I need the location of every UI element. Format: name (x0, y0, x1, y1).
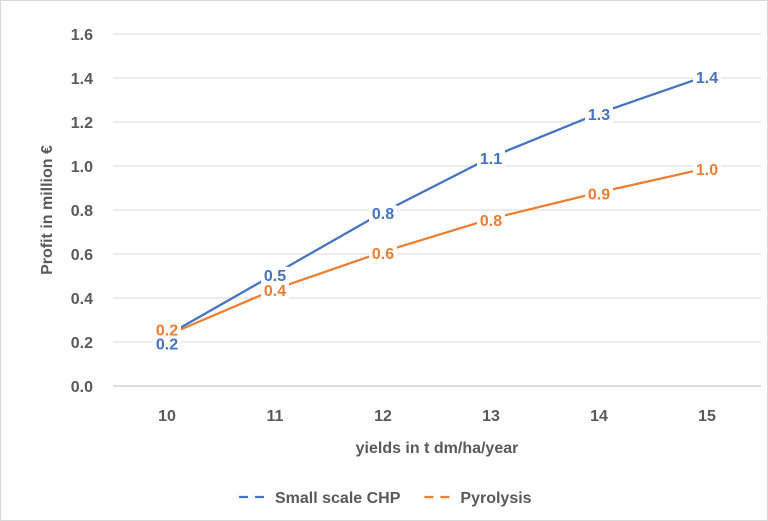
y-tick-label: 0.8 (71, 203, 93, 220)
x-axis-title: yields in t dm/ha/year (356, 440, 519, 457)
y-tick-label: 1.6 (71, 27, 93, 44)
data-label: 0.6 (372, 246, 394, 263)
data-label-bg (477, 150, 505, 168)
y-tick-label: 0.0 (71, 379, 93, 396)
data-label: 0.8 (480, 213, 502, 230)
y-tick-label: 1.4 (71, 71, 93, 88)
data-label: 0.2 (156, 336, 178, 353)
legend-label-1: Small scale CHP (275, 490, 401, 507)
data-label-bg (369, 244, 397, 262)
y-tick-label: 0.4 (71, 291, 93, 308)
data-label-bg (585, 106, 613, 124)
data-label-bg (693, 68, 721, 86)
y-tick-label: 0.6 (71, 247, 93, 264)
x-tick-label: 14 (590, 408, 608, 425)
data-label: 0.9 (588, 186, 610, 203)
series-line-2 (166, 167, 708, 337)
x-tick-label: 12 (374, 408, 392, 425)
y-axis-title: Profit in million € (39, 145, 56, 275)
axes: 0.0 0.2 0.4 0.6 0.8 1.0 1.2 1.4 1.6 10 11 12 13 14 15 (71, 27, 761, 425)
data-label: 0.2 (156, 322, 178, 339)
data-label: 1.4 (696, 70, 718, 87)
data-label-bg (693, 161, 721, 179)
data-label: 1.0 (696, 162, 718, 179)
data-label-bg (153, 335, 181, 353)
y-tick-label: 1.0 (71, 159, 93, 176)
data-label: 0.4 (264, 283, 286, 300)
data-labels: 0.2 0.5 0.8 1.1 1.3 1.4 0.2 0.4 0.6 0.8 0.9 1.0 (153, 68, 721, 353)
data-label-bg (369, 205, 397, 223)
data-label-bg (585, 185, 613, 203)
series-line-1 (166, 74, 708, 337)
data-label: 1.1 (480, 151, 502, 168)
y-tick-label: 0.2 (71, 335, 93, 352)
legend-label-2: Pyrolysis (460, 490, 531, 507)
series-lines (166, 74, 708, 337)
x-tick-label: 13 (482, 408, 500, 425)
data-label: 0.8 (372, 206, 394, 223)
y-tick-label: 1.2 (71, 115, 93, 132)
data-label-bg (477, 211, 505, 229)
gridlines (113, 33, 761, 343)
x-tick-label: 15 (698, 408, 716, 425)
data-label-bg (261, 266, 289, 284)
data-label-bg (261, 282, 289, 300)
x-tick-label: 10 (158, 408, 176, 425)
data-label: 0.5 (264, 268, 286, 285)
data-label: 1.3 (588, 107, 610, 124)
data-label-bg (153, 321, 181, 339)
x-tick-label: 11 (267, 408, 284, 425)
legend: Small scale CHP Pyrolysis (239, 490, 532, 507)
